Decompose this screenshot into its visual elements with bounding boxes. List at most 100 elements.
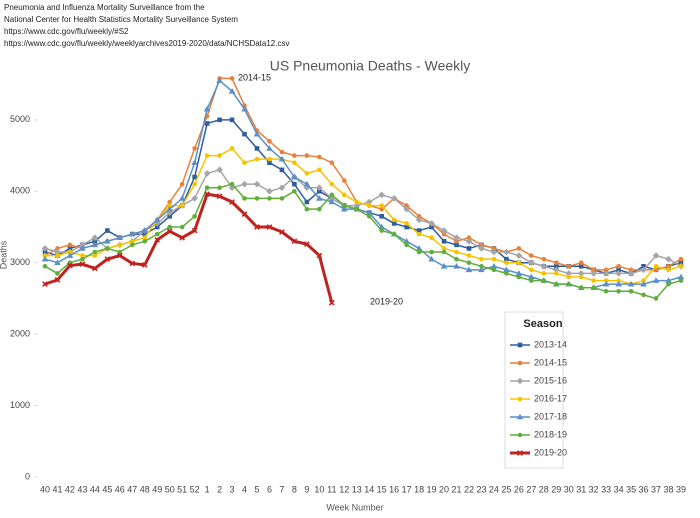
x-tick-label: 43: [77, 484, 87, 494]
marker: [42, 263, 48, 269]
marker: [54, 259, 61, 266]
marker: [317, 188, 322, 194]
marker: [229, 181, 235, 187]
marker: [242, 160, 247, 166]
x-tick-label: 29: [551, 484, 561, 494]
marker: [365, 209, 373, 216]
marker: [641, 263, 646, 269]
marker: [67, 242, 73, 248]
marker: [66, 252, 74, 258]
annotation: 2019-20: [370, 296, 403, 306]
marker: [42, 281, 48, 288]
marker: [504, 260, 509, 266]
marker: [429, 235, 434, 241]
marker: [229, 76, 235, 81]
marker: [440, 227, 448, 234]
x-tick-label: 35: [626, 484, 636, 494]
marker: [453, 262, 460, 269]
y-tick-label: 2000: [10, 329, 30, 339]
marker: [153, 220, 161, 227]
marker: [80, 253, 85, 258]
legend-label: 2014-15: [534, 357, 567, 367]
marker: [441, 249, 447, 255]
legend-label: 2018-19: [534, 429, 567, 439]
marker: [216, 77, 223, 83]
marker: [454, 256, 459, 262]
x-tick-label: 2: [217, 484, 222, 494]
marker: [329, 192, 335, 198]
marker: [203, 105, 211, 112]
marker: [628, 267, 634, 273]
series-line: [44, 79, 682, 289]
x-tick-label: 30: [564, 484, 574, 494]
marker: [453, 234, 460, 242]
marker: [79, 261, 86, 268]
marker: [304, 199, 310, 205]
marker: [415, 245, 423, 251]
marker: [142, 238, 148, 244]
marker: [254, 224, 260, 230]
marker: [228, 87, 236, 94]
legend-marker: [516, 377, 524, 385]
marker: [92, 265, 98, 272]
marker: [340, 205, 348, 212]
source-note: National Center for Health Statistics Mo…: [4, 15, 238, 24]
marker: [191, 195, 198, 202]
marker: [104, 256, 111, 263]
marker: [404, 221, 409, 226]
x-tick-label: 47: [127, 484, 137, 494]
x-tick-label: 27: [526, 484, 536, 494]
marker: [566, 281, 572, 287]
x-tick-label: 46: [115, 484, 125, 494]
y-tick-label: 3000: [10, 257, 30, 267]
marker: [441, 246, 447, 251]
marker: [353, 202, 361, 209]
marker: [167, 199, 172, 205]
marker: [541, 271, 547, 276]
marker: [616, 288, 621, 294]
x-tick-label: 31: [576, 484, 586, 494]
marker: [92, 238, 98, 244]
marker: [391, 231, 397, 237]
marker: [141, 261, 148, 268]
marker: [217, 153, 222, 158]
marker: [167, 224, 172, 230]
marker: [515, 252, 523, 259]
marker: [192, 146, 197, 151]
marker: [279, 167, 285, 173]
x-tick-label: 24: [489, 484, 499, 494]
marker: [167, 203, 172, 208]
marker: [217, 117, 222, 123]
x-tick-label: 9: [304, 484, 309, 494]
marker: [616, 263, 621, 269]
series-line: [44, 169, 682, 275]
marker: [192, 181, 197, 187]
marker: [142, 235, 148, 241]
marker: [428, 220, 435, 227]
source-note: https://www.cdc.gov/flu/weekly/#S2: [4, 27, 129, 36]
x-tick-label: 18: [414, 484, 424, 494]
marker: [317, 154, 322, 160]
marker: [379, 203, 384, 208]
marker: [490, 262, 498, 269]
marker: [404, 242, 409, 248]
marker: [390, 195, 398, 202]
marker: [191, 159, 198, 166]
marker: [316, 184, 323, 192]
marker: [516, 246, 522, 251]
series-line: [44, 183, 682, 300]
x-tick-label: 15: [377, 484, 387, 494]
marker: [67, 262, 73, 269]
marker: [478, 245, 485, 252]
marker: [154, 231, 160, 237]
marker: [166, 209, 173, 217]
marker: [403, 205, 410, 213]
x-tick-label: 39: [676, 484, 686, 494]
x-tick-label: 25: [501, 484, 511, 494]
marker: [378, 191, 385, 199]
annotation: 2014-15: [238, 72, 271, 82]
marker: [666, 281, 671, 287]
x-tick-label: 6: [267, 484, 272, 494]
marker: [153, 216, 161, 223]
marker: [341, 192, 347, 198]
